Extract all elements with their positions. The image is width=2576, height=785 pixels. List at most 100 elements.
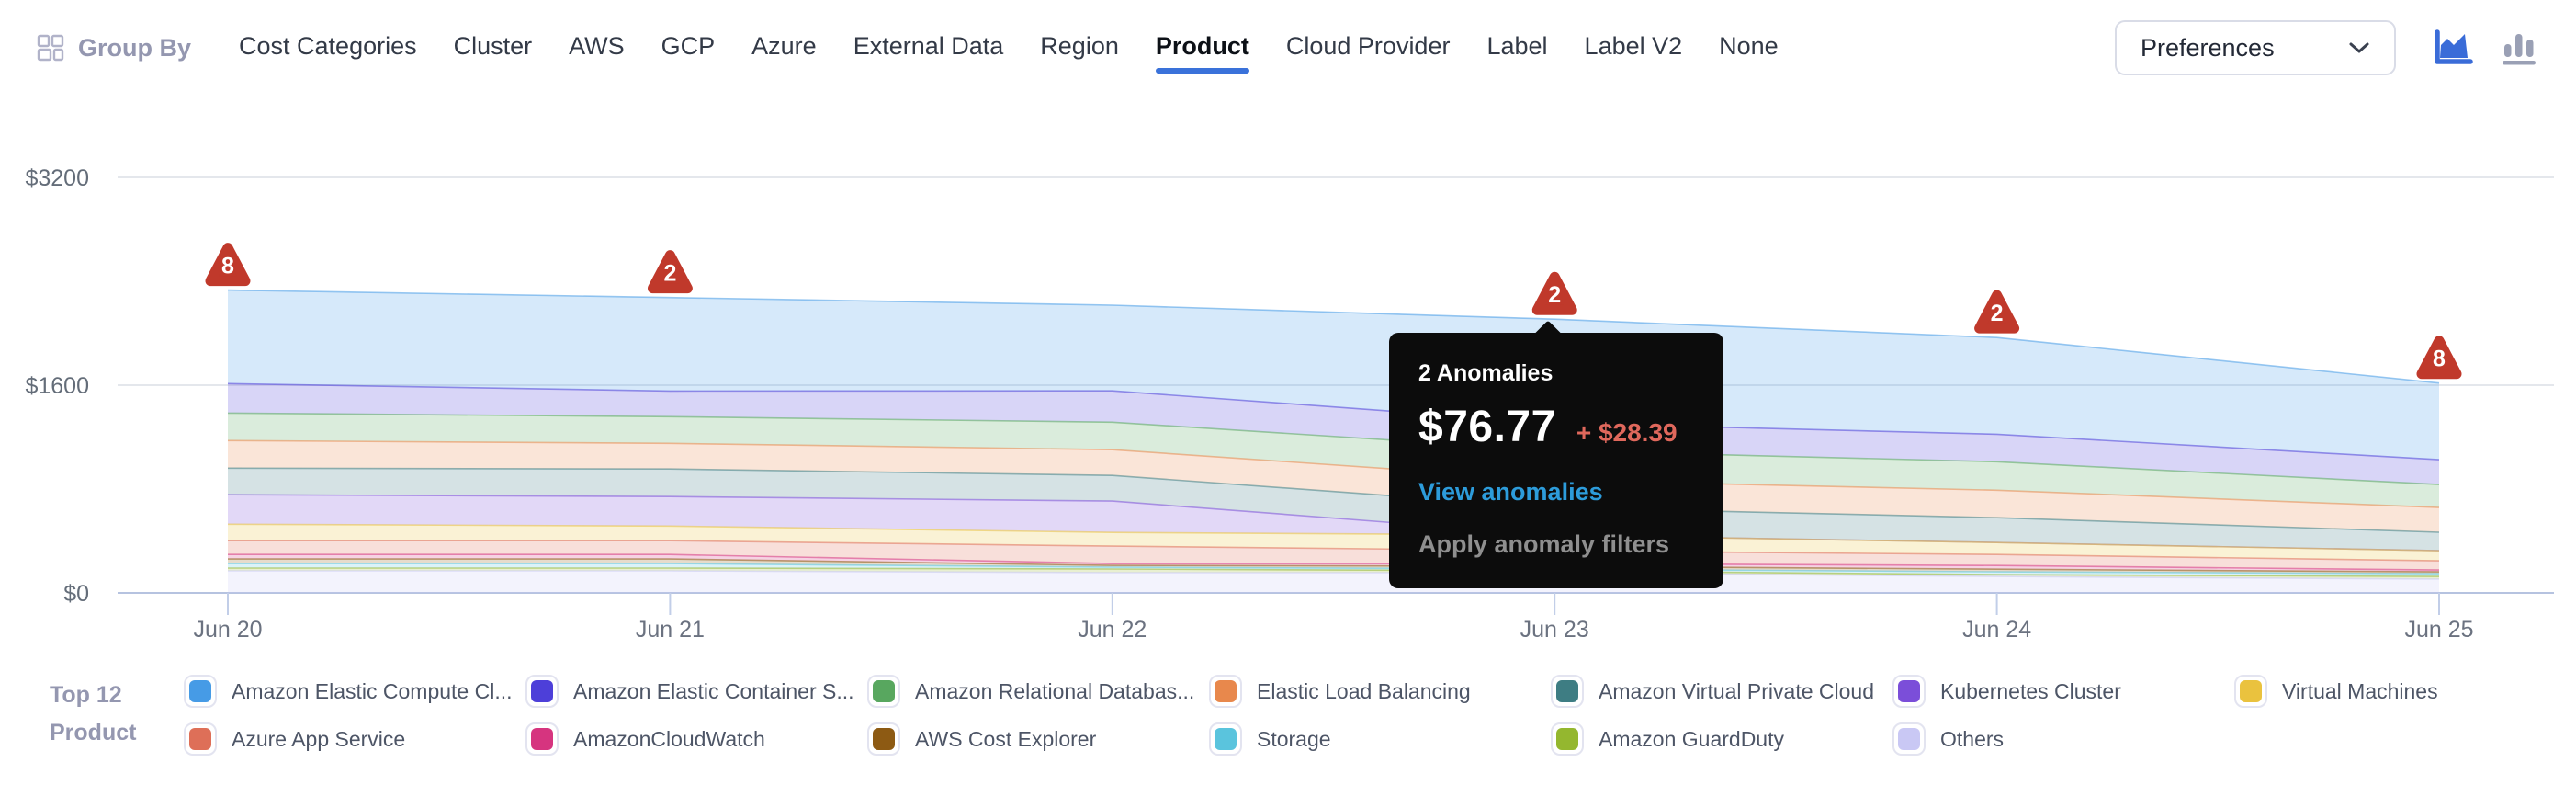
nav-item-label-v2[interactable]: Label V2	[1584, 31, 1683, 60]
legend-item-amazoncloudwatch[interactable]: AmazonCloudWatch	[525, 722, 867, 756]
legend-swatch	[2234, 675, 2267, 708]
x-tick-label: Jun 23	[1520, 617, 1589, 643]
legend-item-label: Others	[1940, 726, 2005, 751]
area-series-edge	[227, 523, 2440, 552]
tooltip-anomaly-count: 2 Anomalies	[1418, 360, 1554, 386]
legend-item-amazon-guardduty[interactable]: Amazon GuardDuty	[1551, 722, 1892, 756]
nav-item-cost-categories[interactable]: Cost Categories	[239, 31, 417, 60]
group-by-toolbar: Group By Cost Categories Cluster AWS GCP Azu…	[0, 0, 2576, 96]
anomaly-triangle-icon	[2416, 336, 2462, 380]
legend-item-azure-app-service[interactable]: Azure App Service	[184, 722, 525, 756]
area-series-edge	[228, 553, 2440, 571]
legend-item-label: Azure App Service	[232, 726, 406, 751]
legend-item-amazon-elastic-compute-cl[interactable]: Amazon Elastic Compute Cl...	[184, 675, 525, 708]
anomaly-marker-jun-24[interactable]: 2	[1974, 290, 2020, 334]
area-series-storage	[228, 563, 2439, 577]
bar-chart-icon[interactable]	[2499, 28, 2539, 67]
area-series-edge	[227, 412, 2440, 485]
legend-item-label: Virtual Machines	[2282, 678, 2438, 703]
view-anomalies-link[interactable]: View anomalies	[1418, 478, 1603, 506]
group-by-nav: Cost Categories Cluster AWS GCP Azure Externa…	[239, 28, 1779, 74]
group-by-icon	[37, 34, 64, 62]
tooltip-value-row: $76.77 + $28.39	[1418, 402, 1694, 452]
legend-swatch	[184, 675, 217, 708]
anomaly-marker-jun-25[interactable]: 8	[2416, 336, 2462, 380]
area-series-amazon-relational-databas	[228, 413, 2439, 508]
legend-item-label: Amazon Virtual Private Cloud	[1599, 678, 1874, 703]
legend-item-label: AWS Cost Explorer	[915, 726, 1097, 751]
anomaly-marker-jun-23[interactable]: 2	[1531, 271, 1577, 315]
anomaly-count: 8	[221, 254, 234, 279]
legend-item-kubernetes-cluster[interactable]: Kubernetes Cluster	[1892, 675, 2234, 708]
chevron-down-icon	[2348, 41, 2370, 54]
nav-item-none[interactable]: None	[1719, 31, 1779, 60]
legend-item-label: Amazon Elastic Container S...	[573, 678, 854, 703]
anomaly-triangle-icon	[1531, 271, 1577, 315]
nav-item-external-data[interactable]: External Data	[853, 31, 1004, 60]
nav-item-gcp[interactable]: GCP	[661, 31, 716, 60]
group-by-label: Group By	[78, 33, 192, 62]
legend-title-line1: Top 12	[50, 682, 122, 708]
x-tick-label: Jun 24	[1962, 617, 2031, 643]
legend-swatch	[1551, 675, 1584, 708]
area-chart-icon[interactable]	[2433, 28, 2473, 67]
legend-swatch	[1551, 722, 1584, 756]
anomaly-triangle-icon	[205, 243, 251, 287]
legend-item-virtual-machines[interactable]: Virtual Machines	[2234, 675, 2576, 708]
area-series-amazon-elastic-compute-cl	[228, 290, 2439, 461]
area-series-edge	[227, 494, 2440, 552]
group-by-label-wrap: Group By	[37, 34, 191, 63]
anomaly-triangle-icon	[647, 250, 693, 294]
anomaly-marker-jun-20[interactable]: 8	[205, 243, 251, 287]
area-series-amazoncloudwatch	[228, 554, 2439, 573]
legend-items: Amazon Elastic Compute Cl... Amazon Elast…	[184, 667, 2576, 763]
legend-item-amazon-elastic-container-s[interactable]: Amazon Elastic Container S...	[525, 675, 867, 708]
nav-item-cloud-provider[interactable]: Cloud Provider	[1285, 31, 1451, 60]
area-series-amazon-virtual-private-cloud	[228, 468, 2439, 552]
legend-swatch	[867, 675, 900, 708]
area-series-edge	[227, 382, 2440, 461]
area-series-azure-app-service	[228, 540, 2439, 571]
chart-type-toggle	[2433, 28, 2539, 67]
preferences-dropdown[interactable]: Preferences	[2115, 20, 2396, 75]
area-series-amazon-guardduty	[228, 568, 2439, 579]
nav-item-region[interactable]: Region	[1040, 31, 1119, 60]
y-tick-label: $1600	[25, 373, 89, 399]
legend-item-amazon-virtual-private-cloud[interactable]: Amazon Virtual Private Cloud	[1551, 675, 1892, 708]
tooltip-cost-delta: + $28.39	[1576, 418, 1678, 447]
nav-item-label[interactable]: Label	[1486, 31, 1548, 60]
legend-swatch	[184, 722, 217, 756]
legend-title-line2: Product	[50, 719, 137, 745]
nav-item-azure[interactable]: Azure	[751, 31, 817, 60]
legend-item-label: Amazon Elastic Compute Cl...	[232, 678, 513, 703]
legend-swatch	[525, 722, 559, 756]
nav-item-cluster[interactable]: Cluster	[453, 31, 533, 60]
area-series-edge	[228, 563, 2440, 575]
anomaly-tooltip: 2 Anomalies $76.77 + $28.39 View anomali…	[1389, 333, 1723, 588]
legend-swatch	[1892, 675, 1926, 708]
legend-item-others[interactable]: Others	[1892, 722, 2234, 756]
legend-item-amazon-relational-databas[interactable]: Amazon Relational Databas...	[867, 675, 1209, 708]
nav-item-aws[interactable]: AWS	[569, 31, 625, 60]
legend-item-storage[interactable]: Storage	[1209, 722, 1551, 756]
nav-item-product[interactable]: Product	[1155, 28, 1249, 74]
area-series-edge	[228, 558, 2440, 573]
x-tick-label: Jun 22	[1078, 617, 1147, 643]
apply-anomaly-filters-link[interactable]: Apply anomaly filters	[1418, 530, 1670, 558]
legend-item-label: Elastic Load Balancing	[1257, 678, 1471, 703]
y-tick-label: $0	[63, 581, 89, 607]
area-series-others	[228, 571, 2439, 593]
legend-swatch	[1209, 675, 1242, 708]
area-series-edge	[227, 467, 2440, 533]
legend-swatch	[867, 722, 900, 756]
area-series-amazon-elastic-container-s	[228, 383, 2439, 485]
x-tick-label: Jun 21	[636, 617, 705, 643]
anomaly-count: 2	[1991, 301, 2004, 326]
legend-item-aws-cost-explorer[interactable]: AWS Cost Explorer	[867, 722, 1209, 756]
legend-swatch	[1209, 722, 1242, 756]
chart-legend: Top 12 Product Amazon Elastic Compute Cl…	[0, 667, 2576, 763]
tooltip-cost-value: $76.77	[1418, 403, 1556, 451]
anomaly-marker-jun-21[interactable]: 2	[647, 250, 693, 294]
legend-item-elastic-load-balancing[interactable]: Elastic Load Balancing	[1209, 675, 1551, 708]
